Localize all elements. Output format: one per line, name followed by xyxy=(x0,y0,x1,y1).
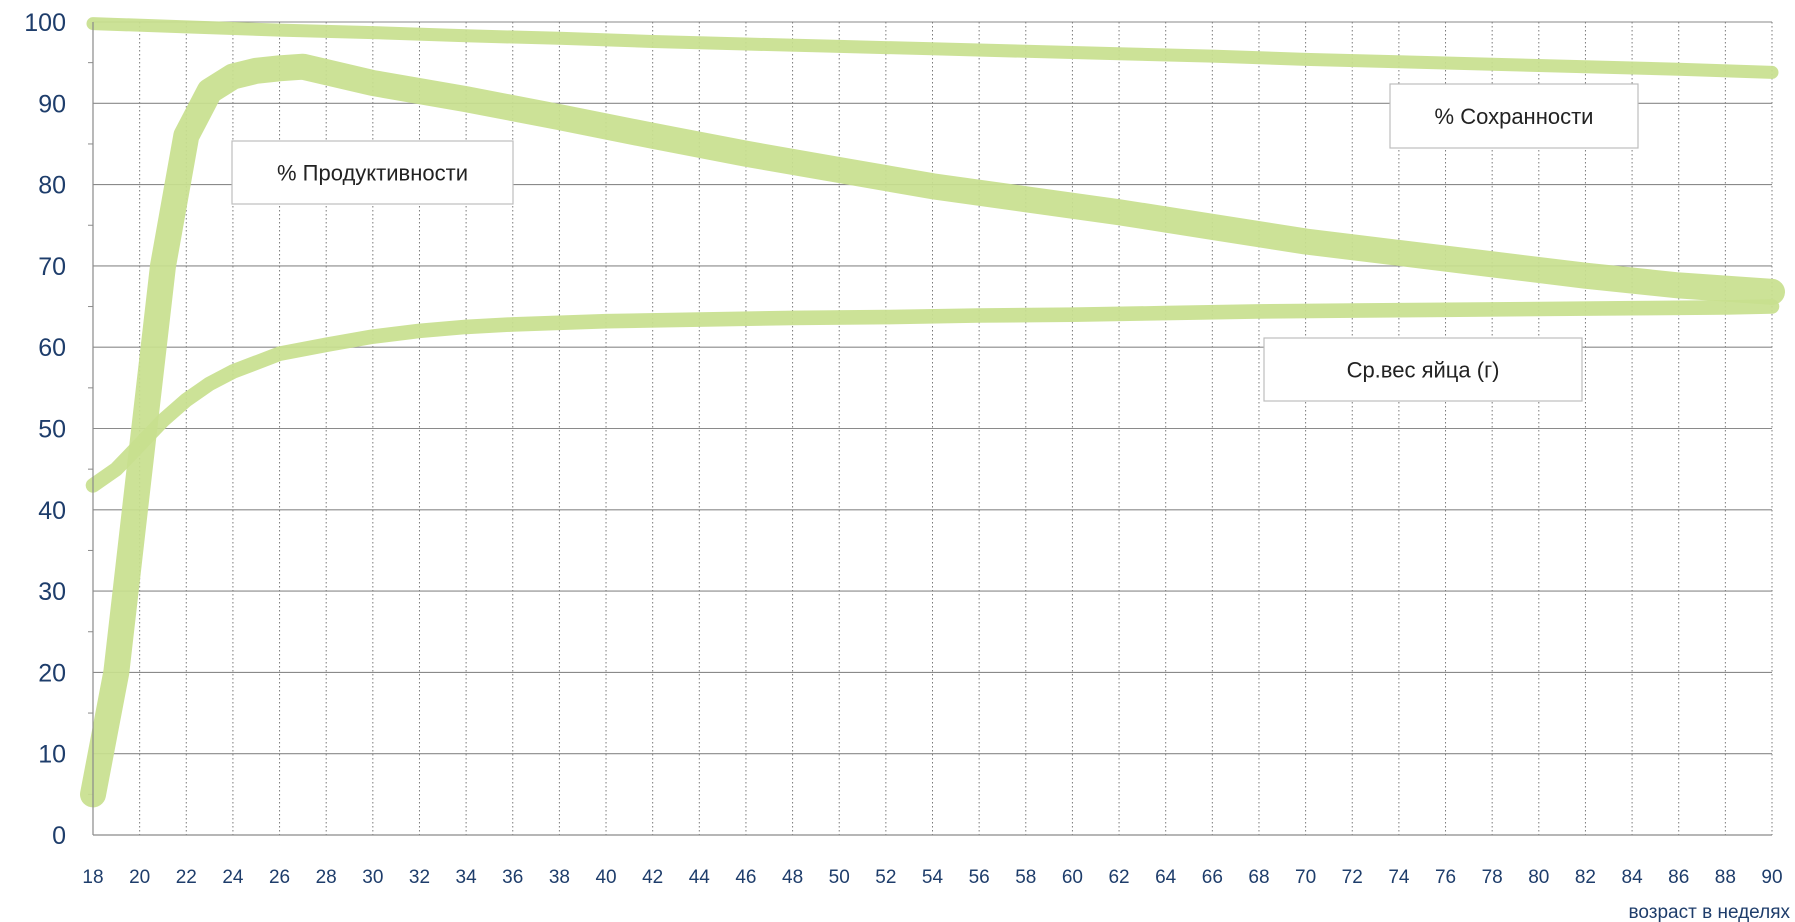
annotation-box xyxy=(1263,337,1583,402)
y-tick-label: 20 xyxy=(38,659,66,687)
annotation-1: % Сохранности xyxy=(1389,83,1639,149)
y-tick-labels: 0 10 20 30 40 50 60 70 80 90 100 xyxy=(24,9,66,850)
data-bands xyxy=(80,17,1785,808)
x-tick-labels: 18 20 22 24 26 28 30 32 34 36 38 40 42 44 46 48 50 52 54 56… xyxy=(82,867,1782,888)
x-tick-label: 38 xyxy=(549,867,570,888)
x-tick-label: 18 xyxy=(82,867,103,888)
y-tick-label: 50 xyxy=(38,416,66,444)
x-tick-label: 72 xyxy=(1342,867,1363,888)
series-band-0 xyxy=(86,17,1779,79)
x-tick-label: 56 xyxy=(969,867,990,888)
x-tick-label: 84 xyxy=(1622,867,1644,888)
x-tick-label: 46 xyxy=(735,867,756,888)
x-tick-label: 76 xyxy=(1435,867,1456,888)
annotation-label: Ср.вес яйца (г) xyxy=(1347,358,1500,383)
y-tick-label: 90 xyxy=(38,90,66,118)
annotations: % Продуктивности % Сохранности Ср.вес яйца… xyxy=(231,83,1639,402)
x-tick-label: 42 xyxy=(642,867,663,888)
grid xyxy=(88,21,1773,836)
x-tick-label: 88 xyxy=(1715,867,1736,888)
y-tick-label: 70 xyxy=(38,253,66,281)
annotation-box xyxy=(231,140,514,205)
y-tick-label: 0 xyxy=(52,822,66,850)
x-tick-label: 78 xyxy=(1482,867,1503,888)
x-tick-label: 20 xyxy=(129,867,150,888)
x-tick-label: 36 xyxy=(502,867,523,888)
x-tick-label: 64 xyxy=(1155,867,1177,888)
series-band-1 xyxy=(80,53,1785,808)
x-tick-label: 60 xyxy=(1062,867,1083,888)
x-tick-label: 90 xyxy=(1761,867,1782,888)
axes xyxy=(92,22,1772,836)
y-tick-label: 100 xyxy=(24,9,66,37)
x-tick-label: 80 xyxy=(1528,867,1549,888)
x-tick-label: 34 xyxy=(456,867,478,888)
annotation-label: % Сохранности xyxy=(1435,104,1594,129)
x-tick-label: 58 xyxy=(1015,867,1036,888)
y-tick-label: 80 xyxy=(38,172,66,200)
y-tick-label: 60 xyxy=(38,334,66,362)
x-tick-label: 22 xyxy=(176,867,197,888)
annotation-0: % Продуктивности xyxy=(231,140,514,205)
x-tick-label: 44 xyxy=(689,867,711,888)
x-tick-label: 48 xyxy=(782,867,803,888)
x-tick-label: 26 xyxy=(269,867,290,888)
x-tick-label: 86 xyxy=(1668,867,1689,888)
x-tick-label: 40 xyxy=(595,867,616,888)
x-tick-label: 32 xyxy=(409,867,430,888)
x-tick-label: 62 xyxy=(1108,867,1129,888)
x-tick-label: 24 xyxy=(222,867,244,888)
annotation-2: Ср.вес яйца (г) xyxy=(1263,337,1583,402)
x-tick-label: 82 xyxy=(1575,867,1596,888)
x-tick-label: 70 xyxy=(1295,867,1316,888)
x-tick-label: 74 xyxy=(1388,867,1410,888)
x-tick-label: 50 xyxy=(829,867,850,888)
x-tick-label: 66 xyxy=(1202,867,1223,888)
series-band-2 xyxy=(85,299,1780,493)
x-axis-label: возраст в неделях xyxy=(1629,902,1791,922)
annotation-box xyxy=(1389,83,1639,149)
x-tick-label: 68 xyxy=(1248,867,1269,888)
x-tick-label: 28 xyxy=(316,867,337,888)
y-tick-label: 10 xyxy=(38,741,66,769)
x-tick-label: 52 xyxy=(875,867,896,888)
x-tick-label: 54 xyxy=(922,867,944,888)
y-tick-label: 30 xyxy=(38,578,66,606)
y-tick-label: 40 xyxy=(38,497,66,525)
x-tick-label: 30 xyxy=(362,867,383,888)
annotation-label: % Продуктивности xyxy=(277,161,468,186)
